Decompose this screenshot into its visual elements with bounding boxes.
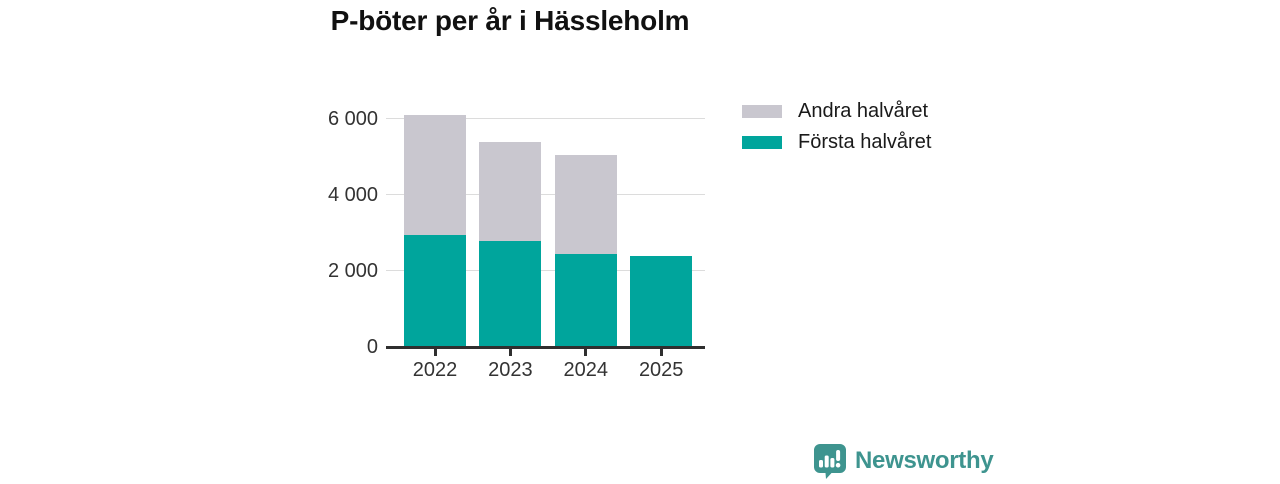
legend-swatch xyxy=(742,104,782,118)
gridline-2000 xyxy=(386,270,705,271)
x-tick-label-2024: 2024 xyxy=(563,359,609,381)
plot-area: 0 2 000 4 000 6 000 2022 2023 2024 2025 xyxy=(328,90,705,381)
bar-2025-f-rsta-halv-ret xyxy=(630,255,693,347)
legend-label: Andra halvåret xyxy=(798,100,929,122)
bar-2023-f-rsta-halv-ret xyxy=(479,240,542,347)
bar-2022-andra-halv-ret xyxy=(404,115,466,235)
legend: Andra halvåret Första halvåret xyxy=(742,100,931,153)
newsworthy-logo-icon xyxy=(812,443,848,479)
x-tick xyxy=(508,349,512,356)
bar-2022-f-rsta-halv-ret xyxy=(404,234,466,347)
chart-title: P-böter per år i Hässleholm xyxy=(330,5,690,36)
bar-2023-andra-halv-ret xyxy=(479,141,542,241)
y-tick-label: 2 000 xyxy=(327,260,378,282)
gridline-6000 xyxy=(386,118,705,119)
legend-item: Första halvåret xyxy=(742,131,931,153)
bar-2024-f-rsta-halv-ret xyxy=(554,253,617,347)
x-tick-label-2023: 2023 xyxy=(488,359,533,381)
x-axis-line xyxy=(386,346,705,349)
y-tick-label: 4 000 xyxy=(327,184,378,206)
legend-label: Första halvåret xyxy=(798,131,932,153)
y-tick-label: 6 000 xyxy=(327,108,378,130)
x-tick xyxy=(659,349,663,356)
legend-swatch xyxy=(742,135,782,149)
x-tick xyxy=(433,349,437,356)
y-tick-label: 0 xyxy=(366,336,378,358)
brand-name: Newsworthy xyxy=(855,447,994,474)
gridline-4000 xyxy=(386,194,705,195)
x-tick-label-2025: 2025 xyxy=(638,359,684,381)
legend-item: Andra halvåret xyxy=(742,100,931,122)
brand-footer: Newsworthy xyxy=(812,443,994,479)
x-tick-label-2022: 2022 xyxy=(412,359,458,381)
x-tick xyxy=(584,349,588,356)
bar-2024-andra-halv-ret xyxy=(554,155,617,254)
